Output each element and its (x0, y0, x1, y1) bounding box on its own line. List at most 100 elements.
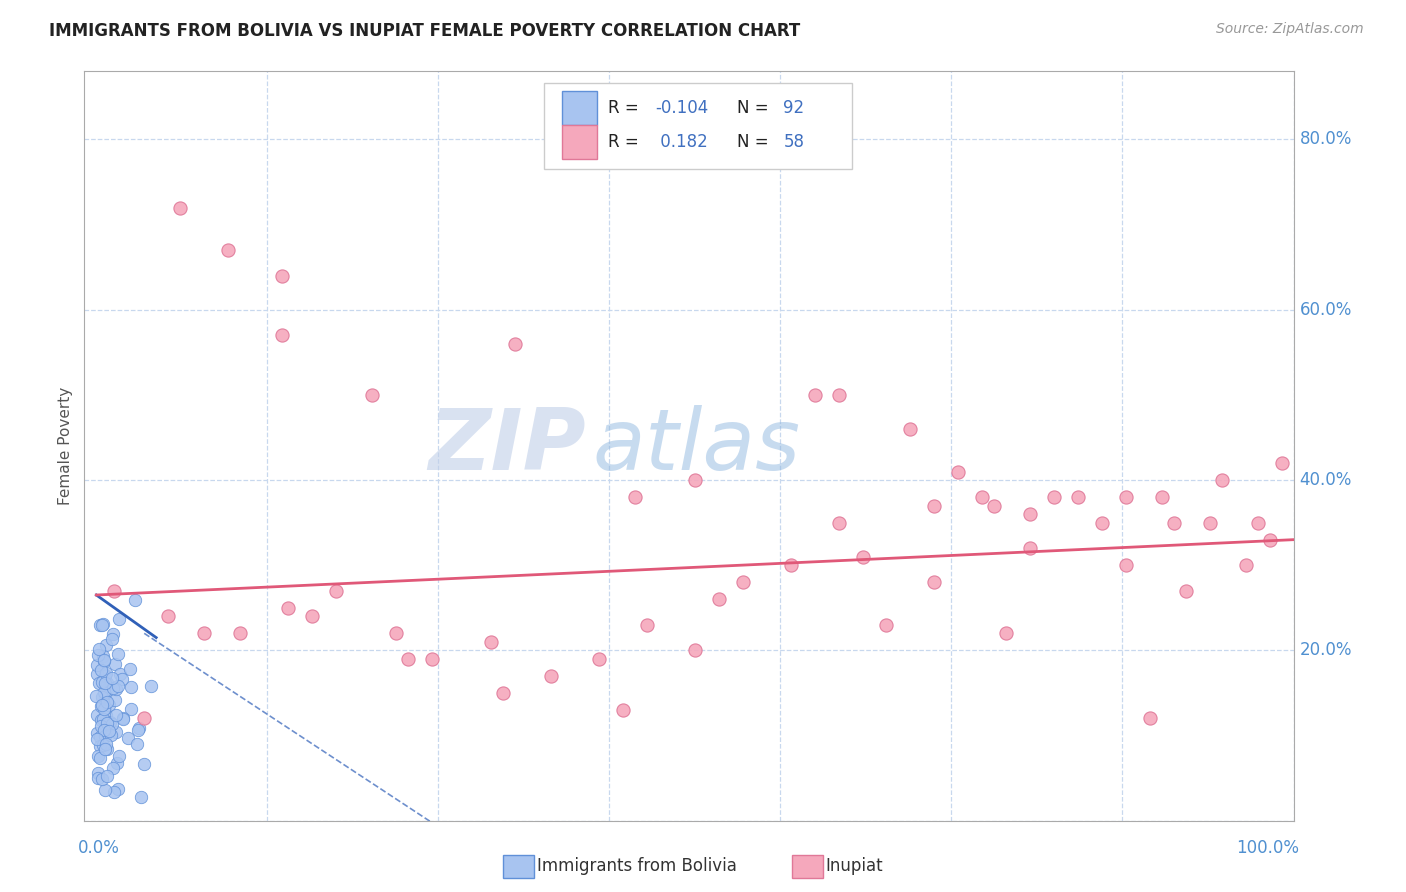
FancyBboxPatch shape (562, 91, 598, 125)
Point (105, 725, 128, 739)
Point (1139, 711, 1161, 725)
Point (94, 737, 117, 751)
Point (103, 761, 125, 775)
Point (108, 611, 131, 625)
Point (481, 635, 503, 649)
Point (97, 681, 120, 695)
Point (104, 707, 127, 722)
Point (1270, 456, 1292, 470)
Point (107, 781, 129, 796)
Point (134, 711, 156, 725)
Point (827, 388, 849, 402)
Point (270, 268, 292, 283)
Y-axis label: Female Poverty: Female Poverty (58, 387, 73, 505)
Point (93, 653, 115, 667)
Point (91, 772, 114, 786)
Point (588, 652, 610, 666)
Point (94, 701, 117, 715)
Point (924, 575, 946, 590)
Point (120, 681, 142, 695)
Point (111, 672, 134, 686)
Point (101, 632, 124, 646)
Point (105, 756, 128, 771)
Point (93, 654, 115, 668)
Point (125, 737, 148, 751)
Point (86, 689, 108, 703)
Point (94, 691, 117, 706)
Point (96, 707, 118, 722)
Point (87, 648, 110, 662)
Point (94, 729, 117, 743)
Point (90, 663, 112, 677)
Point (96, 695, 118, 709)
Point (301, 609, 323, 624)
Text: 0.182: 0.182 (655, 133, 707, 151)
Point (87, 771, 110, 785)
Point (103, 692, 125, 706)
Point (803, 388, 825, 402)
Point (89, 731, 111, 745)
Point (86, 726, 108, 740)
Point (731, 575, 754, 590)
Point (124, 592, 146, 607)
Point (90, 675, 112, 690)
Point (134, 756, 156, 771)
Point (87, 766, 110, 780)
Text: N =: N = (737, 99, 769, 117)
Point (1211, 473, 1233, 487)
Point (1043, 490, 1066, 504)
Point (1198, 516, 1220, 530)
Text: Inupiat: Inupiat (825, 857, 883, 875)
Text: R =: R = (607, 133, 638, 151)
Point (995, 626, 1018, 640)
Point (93, 668, 115, 682)
Point (972, 490, 994, 504)
Point (612, 703, 634, 717)
Text: R =: R = (607, 99, 638, 117)
Point (96, 676, 118, 690)
Point (91, 618, 114, 632)
Point (129, 790, 152, 805)
Point (683, 473, 706, 487)
Point (1091, 516, 1114, 530)
Point (89, 675, 111, 690)
Text: 20.0%: 20.0% (1299, 641, 1353, 659)
Point (270, 328, 292, 343)
Point (112, 711, 135, 725)
Text: N =: N = (737, 133, 769, 151)
Point (1246, 516, 1268, 530)
Point (87, 642, 110, 657)
Point (90, 713, 112, 727)
Point (96, 638, 118, 652)
Point (983, 499, 1005, 513)
Point (89, 751, 111, 765)
Point (86, 658, 108, 673)
Point (779, 558, 801, 573)
Point (91, 712, 114, 726)
Text: 92: 92 (783, 99, 804, 117)
Point (1234, 558, 1257, 573)
Point (384, 626, 406, 640)
Point (1163, 516, 1185, 530)
Point (117, 731, 139, 746)
Point (1019, 507, 1042, 521)
Point (93, 723, 115, 737)
FancyBboxPatch shape (544, 83, 852, 169)
Point (91, 673, 114, 687)
Point (875, 617, 897, 632)
Point (111, 712, 134, 726)
Point (94, 782, 117, 797)
Point (104, 681, 127, 696)
Point (91, 616, 114, 631)
Text: 58: 58 (783, 133, 804, 151)
Point (948, 465, 970, 479)
Point (97, 698, 120, 712)
Point (1150, 490, 1173, 504)
Point (96, 742, 118, 756)
Text: -0.104: -0.104 (655, 99, 709, 117)
Point (1174, 583, 1197, 598)
Point (540, 669, 562, 683)
Text: 0.0%: 0.0% (79, 839, 120, 857)
Point (924, 499, 946, 513)
Point (91, 649, 114, 664)
